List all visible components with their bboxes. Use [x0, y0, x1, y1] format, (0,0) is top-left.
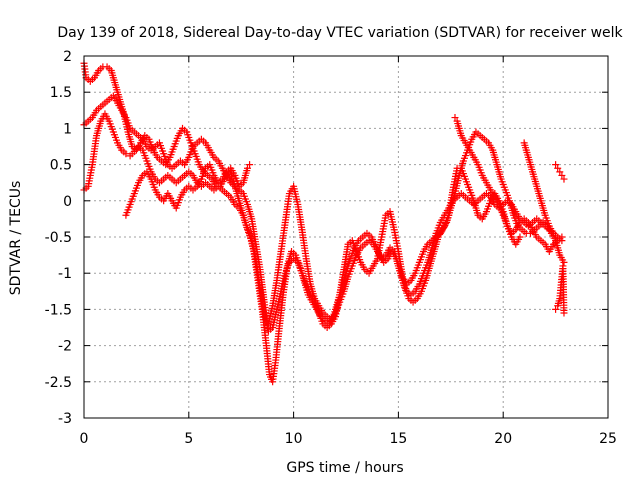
data-point-marker	[246, 161, 254, 169]
x-tick-label: 25	[599, 431, 617, 447]
y-tick-label: -2	[58, 339, 72, 355]
y-tick-label: 1	[63, 121, 72, 137]
data-point-marker	[552, 305, 560, 313]
y-tick-label: 2	[63, 49, 72, 65]
data-point-marker	[516, 233, 524, 241]
data-point-marker	[558, 171, 566, 179]
x-tick-label: 15	[389, 431, 407, 447]
data-point-marker	[451, 114, 459, 122]
y-axis-label: SDTVAR / TECUs	[8, 181, 24, 296]
y-tick-label: 1.5	[50, 85, 72, 101]
y-tick-label: -1.5	[45, 302, 72, 318]
data-point-marker	[560, 175, 568, 183]
x-axis-label: GPS time / hours	[286, 460, 403, 476]
y-tick-label: 0	[63, 194, 72, 210]
data-point-marker	[560, 309, 568, 317]
data-point-marker	[558, 233, 566, 241]
x-tick-label: 10	[285, 431, 303, 447]
data-point-marker	[550, 229, 558, 237]
x-tick-label: 20	[494, 431, 512, 447]
data-point-marker	[560, 258, 568, 266]
data-point-marker	[243, 164, 251, 172]
data-point-marker	[556, 168, 564, 176]
y-tick-label: -2.5	[45, 375, 72, 391]
y-tick-label: 0.5	[50, 158, 72, 174]
x-tick-label: 5	[184, 431, 193, 447]
grid-lines	[84, 56, 608, 418]
data-points	[80, 59, 568, 386]
data-point-marker	[554, 164, 562, 172]
y-tick-label: -1	[58, 266, 72, 282]
y-tick-label: -0.5	[45, 230, 72, 246]
y-tick-label: -3	[58, 411, 72, 427]
data-point-marker	[552, 161, 560, 169]
data-point-marker	[122, 150, 130, 158]
chart-title: Day 139 of 2018, Sidereal Day-to-day VTE…	[57, 25, 623, 41]
axis-ticks: 0 5 10 15 20 25 -3 -2.5 -2 -1.5 -1 -0.5 0 0.5 1 1.5 2	[45, 49, 617, 447]
x-tick-label: 0	[80, 431, 89, 447]
